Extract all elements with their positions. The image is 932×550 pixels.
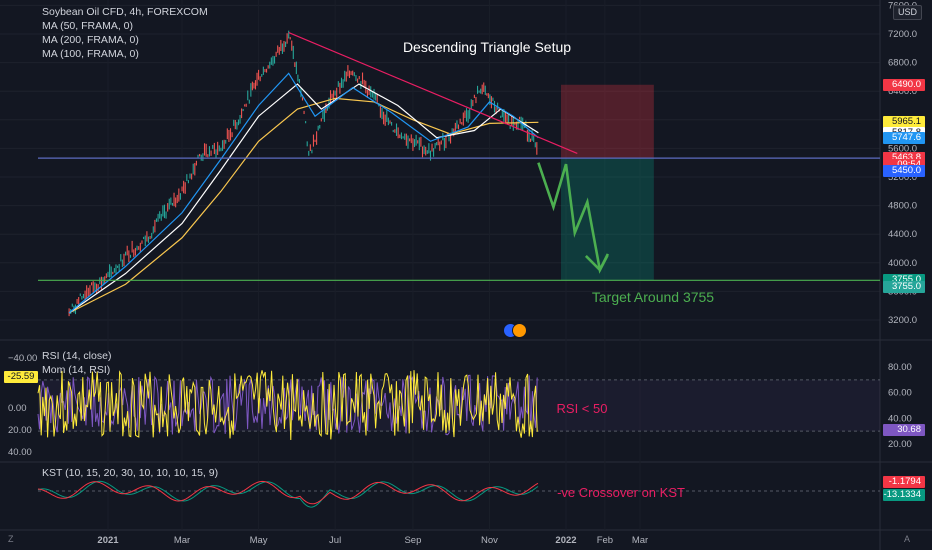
rsi-tick-label: 20.00 bbox=[888, 439, 912, 450]
rsi-annotation: RSI < 50 bbox=[557, 401, 608, 416]
kst-line bbox=[37, 480, 539, 508]
price-series bbox=[68, 30, 538, 317]
time-tick-label: Jul bbox=[329, 535, 341, 546]
legend-ma50[interactable]: MA (50, FRAMA, 0) bbox=[42, 20, 134, 32]
price-badge: 5965.1 bbox=[883, 116, 925, 129]
take-profit-zone bbox=[560, 158, 654, 281]
legend-ma200[interactable]: MA (200, FRAMA, 0) bbox=[42, 34, 139, 46]
legend-ma100[interactable]: MA (100, FRAMA, 0) bbox=[42, 48, 139, 60]
price-tick-label: 6400.0 bbox=[888, 86, 917, 97]
ma100-line bbox=[68, 83, 539, 314]
rsi-line bbox=[37, 370, 538, 441]
time-tick-label: May bbox=[250, 535, 268, 546]
ma50-line bbox=[68, 72, 539, 314]
legend-rsi[interactable]: RSI (14, close) bbox=[42, 350, 112, 362]
price-badge: 5450.0 bbox=[883, 165, 925, 178]
time-tick-label: Mar bbox=[174, 535, 190, 546]
mom-tick-label: 0.00 bbox=[8, 403, 27, 414]
axes: 3200.03600.04000.04400.04800.05200.05600… bbox=[8, 0, 917, 546]
rsi-tick-label: 80.00 bbox=[888, 362, 912, 373]
currency-button[interactable]: USD bbox=[893, 5, 922, 20]
time-tick-label: 2022 bbox=[555, 535, 576, 546]
chart-title: Soybean Oil CFD, 4h, FOREXCOM bbox=[42, 6, 208, 18]
target-annotation: Target Around 3755 bbox=[592, 289, 714, 305]
price-tick-label: 4000.0 bbox=[888, 258, 917, 269]
price-badge: 6490.0 bbox=[883, 78, 925, 91]
price-tick-label: 3200.0 bbox=[888, 315, 917, 326]
price-tick-label: 4400.0 bbox=[888, 229, 917, 240]
timezone-icon[interactable]: Z bbox=[8, 534, 14, 544]
price-badge: 5747.6 bbox=[883, 131, 925, 144]
trend-lines bbox=[38, 32, 880, 281]
time-tick-label: Sep bbox=[404, 535, 421, 546]
time-tick-label: 2021 bbox=[97, 535, 119, 546]
price-tick-label: 7200.0 bbox=[888, 29, 917, 40]
kst-signal-badge: -13.1334 bbox=[883, 489, 925, 501]
legend-kst[interactable]: KST (10, 15, 20, 30, 10, 10, 10, 15, 9) bbox=[42, 467, 219, 479]
mom-tick-label: 20.00 bbox=[8, 425, 32, 436]
time-tick-label: Mar bbox=[632, 535, 648, 546]
kst-signal-line bbox=[37, 480, 539, 505]
price-tick-label: 5200.0 bbox=[888, 172, 917, 183]
indicator-panes bbox=[37, 370, 880, 508]
price-tick-label: 5600.0 bbox=[888, 143, 917, 154]
kst-badge: -1.1794 bbox=[883, 476, 925, 488]
rsi-tick-label: 60.00 bbox=[888, 388, 912, 399]
rsi-left-badge: -25.59 bbox=[4, 371, 38, 383]
event-flags-icon[interactable] bbox=[503, 323, 527, 338]
kst-annotation: -ve Crossover on KST bbox=[557, 485, 685, 500]
legend-mom[interactable]: Mom (14, RSI) bbox=[42, 364, 111, 376]
price-badge: 3755.0 bbox=[883, 280, 925, 293]
time-tick-label: Nov bbox=[481, 535, 498, 546]
risk-reward-zones bbox=[560, 84, 654, 281]
mom-tick-label: 40.00 bbox=[8, 447, 32, 458]
rsi-value-badge: 30.68 bbox=[883, 424, 925, 436]
time-tick-label: Feb bbox=[597, 535, 613, 546]
descending-trendline bbox=[288, 32, 578, 154]
moving-averages bbox=[68, 72, 539, 314]
projection-arrowhead bbox=[584, 253, 610, 273]
stop-loss-zone bbox=[560, 84, 654, 159]
rsi-tick-label: 40.00 bbox=[888, 413, 912, 424]
auto-scale-button[interactable]: A bbox=[904, 534, 911, 544]
mom-tick-label: −40.00 bbox=[8, 353, 37, 364]
price-tick-label: 4800.0 bbox=[888, 201, 917, 212]
rsi-band bbox=[38, 379, 880, 432]
setup-annotation: Descending Triangle Setup bbox=[403, 39, 571, 55]
price-tick-label: 6800.0 bbox=[888, 58, 917, 69]
